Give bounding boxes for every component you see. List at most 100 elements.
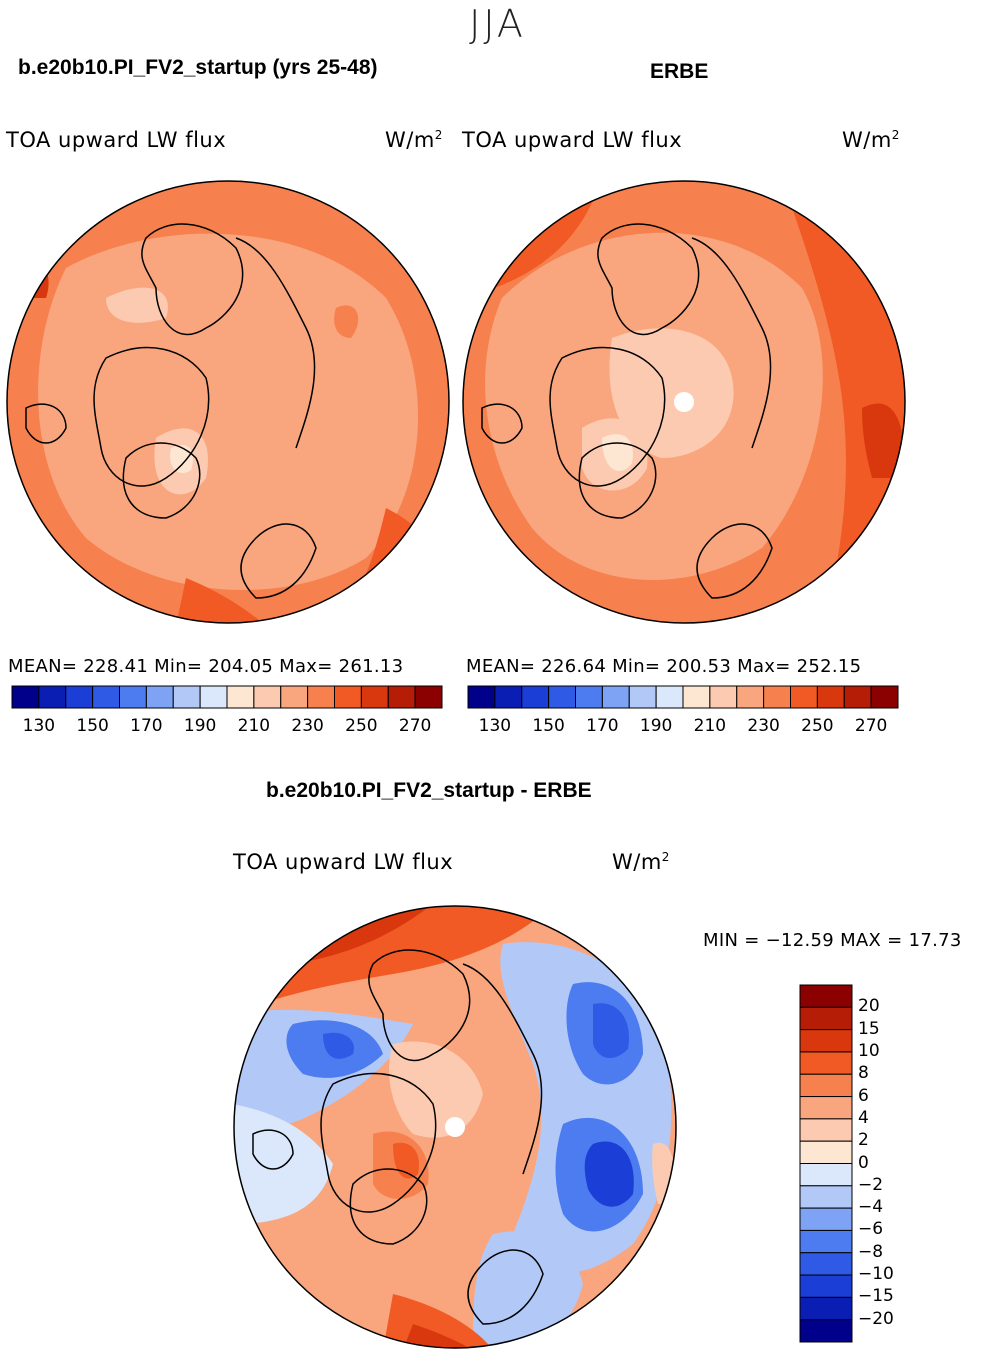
obs-colorbar-cell xyxy=(843,685,872,709)
obs-colorbar-tick-label: 270 xyxy=(854,716,888,736)
diff-colorbar-cell xyxy=(799,1252,853,1276)
model-colorbar-tick-label: 190 xyxy=(183,716,217,736)
obs-colorbar-cell xyxy=(494,685,523,709)
diff-colorbar xyxy=(799,984,853,1343)
model-polar-map xyxy=(6,180,450,624)
model-stats: MEAN= 228.41 Min= 204.05 Max= 261.13 xyxy=(8,656,404,677)
diff-colorbar-tick-label: −10 xyxy=(858,1264,894,1285)
diff-minmax: MIN = −12.59 MAX = 17.73 xyxy=(703,930,962,951)
diff-colorbar-tick-label: −4 xyxy=(858,1197,884,1218)
diff-colorbar-cell xyxy=(799,1274,853,1298)
diff-colorbar-cell xyxy=(799,1319,853,1343)
diff-colorbar-tick-label: 15 xyxy=(858,1018,880,1039)
diff-colorbar-cell xyxy=(799,1163,853,1187)
model-colorbar-cell xyxy=(334,685,362,709)
model-colorbar-tick-label: 270 xyxy=(398,716,432,736)
model-colorbar-cell xyxy=(360,685,389,709)
diff-colorbar-tick-label: 6 xyxy=(858,1085,869,1106)
obs-colorbar-tick-label: 190 xyxy=(639,716,673,736)
model-units-label: W/m2 xyxy=(385,128,443,152)
diff-colorbar-cell xyxy=(799,984,853,1008)
model-colorbar-cell xyxy=(38,685,67,709)
obs-polar-map xyxy=(462,180,906,624)
model-colorbar-tick-label: 130 xyxy=(22,716,56,736)
obs-colorbar-cell xyxy=(816,685,845,709)
diff-colorbar-tick-label: −6 xyxy=(858,1219,884,1240)
obs-colorbar-tick-label: 150 xyxy=(532,716,565,736)
obs-colorbar-cell xyxy=(736,685,765,709)
model-colorbar-cell xyxy=(199,685,228,709)
obs-units-label: W/m2 xyxy=(842,128,900,152)
diff-colorbar-cell xyxy=(799,1073,853,1098)
obs-colorbar-ticks: 130 150 170 190 210 230 250 270 xyxy=(468,716,898,738)
obs-colorbar-tick-label: 250 xyxy=(801,716,834,736)
diff-panel-title: b.e20b10.PI_FV2_startup - ERBE xyxy=(266,779,592,802)
obs-colorbar-cell xyxy=(655,685,684,709)
model-colorbar-cell xyxy=(11,685,40,709)
model-colorbar-cell xyxy=(119,685,147,709)
diff-colorbar-cell xyxy=(799,1185,853,1209)
diff-colorbar-cell xyxy=(799,1118,853,1142)
diff-colorbar-tick-label: 2 xyxy=(858,1130,869,1151)
diff-colorbar-cell xyxy=(799,1096,853,1120)
diff-colorbar-tick-label: −2 xyxy=(858,1174,884,1195)
obs-variable-label: TOA upward LW flux xyxy=(462,128,683,152)
obs-panel-title: ERBE xyxy=(650,60,709,83)
obs-colorbar-cell xyxy=(548,685,576,709)
model-colorbar-cell xyxy=(307,685,335,709)
obs-colorbar-cell xyxy=(601,685,630,709)
diff-colorbar-tick-label: 20 xyxy=(858,996,880,1017)
model-colorbar-cell xyxy=(253,685,282,709)
diff-colorbar-tick-label: 10 xyxy=(858,1040,880,1061)
model-colorbar-cell xyxy=(387,685,416,709)
diff-colorbar-cell xyxy=(799,1229,853,1254)
diff-polar-map xyxy=(233,905,677,1349)
diff-colorbar-cell xyxy=(799,1296,853,1321)
diff-colorbar-tick-label: 4 xyxy=(858,1107,869,1128)
model-colorbar-cell xyxy=(280,685,309,709)
diff-colorbar-cell xyxy=(799,1029,853,1053)
diff-colorbar-tick-label: −8 xyxy=(858,1241,884,1262)
model-colorbar-cell xyxy=(172,685,201,709)
obs-colorbar-cell xyxy=(628,685,657,709)
model-colorbar-cell xyxy=(145,685,174,709)
obs-colorbar-cell xyxy=(682,685,711,709)
obs-colorbar-cell xyxy=(790,685,818,709)
model-panel-title: b.e20b10.PI_FV2_startup (yrs 25-48) xyxy=(18,56,378,79)
obs-colorbar-tick-label: 210 xyxy=(693,716,727,736)
model-variable-label: TOA upward LW flux xyxy=(6,128,227,152)
model-colorbar-cell xyxy=(226,685,255,709)
diff-colorbar-cell xyxy=(799,1051,853,1075)
model-colorbar-tick-label: 230 xyxy=(291,716,324,736)
model-colorbar-ticks: 130 150 170 190 210 230 250 270 xyxy=(12,716,442,738)
obs-colorbar-tick-label: 230 xyxy=(747,716,780,736)
diff-colorbar-tick-label: 0 xyxy=(858,1152,869,1173)
season-title: JJA xyxy=(469,2,526,46)
model-colorbar xyxy=(11,685,443,709)
model-colorbar-tick-label: 250 xyxy=(345,716,378,736)
diff-colorbar-cell xyxy=(799,1140,853,1164)
obs-colorbar-cell xyxy=(575,685,603,709)
diff-colorbar-ticks: 20 15 10 8 6 4 2 0 −2 −4 −6 −8 −10 −15 −20 xyxy=(858,985,918,1342)
model-colorbar-tick-label: 170 xyxy=(130,716,163,736)
diff-colorbar-cell xyxy=(799,1207,853,1231)
diff-colorbar-tick-label: 8 xyxy=(858,1063,869,1084)
diff-colorbar-tick-label: −15 xyxy=(858,1286,894,1307)
obs-colorbar-cell xyxy=(763,685,791,709)
model-colorbar-cell xyxy=(65,685,94,709)
model-colorbar-tick-label: 150 xyxy=(76,716,109,736)
obs-colorbar-cell xyxy=(870,685,899,709)
model-colorbar-cell xyxy=(414,685,443,709)
obs-colorbar-cell xyxy=(709,685,738,709)
obs-colorbar-cell xyxy=(521,685,550,709)
diff-colorbar-cell xyxy=(799,1006,853,1031)
obs-colorbar-cell xyxy=(467,685,496,709)
model-colorbar-tick-label: 210 xyxy=(237,716,271,736)
diff-units-label: W/m2 xyxy=(612,850,670,874)
diff-colorbar-tick-label: −20 xyxy=(858,1308,894,1329)
obs-stats: MEAN= 226.64 Min= 200.53 Max= 252.15 xyxy=(466,656,862,677)
diff-variable-label: TOA upward LW flux xyxy=(233,850,454,874)
obs-colorbar xyxy=(467,685,899,709)
model-colorbar-cell xyxy=(92,685,120,709)
obs-colorbar-tick-label: 170 xyxy=(586,716,619,736)
